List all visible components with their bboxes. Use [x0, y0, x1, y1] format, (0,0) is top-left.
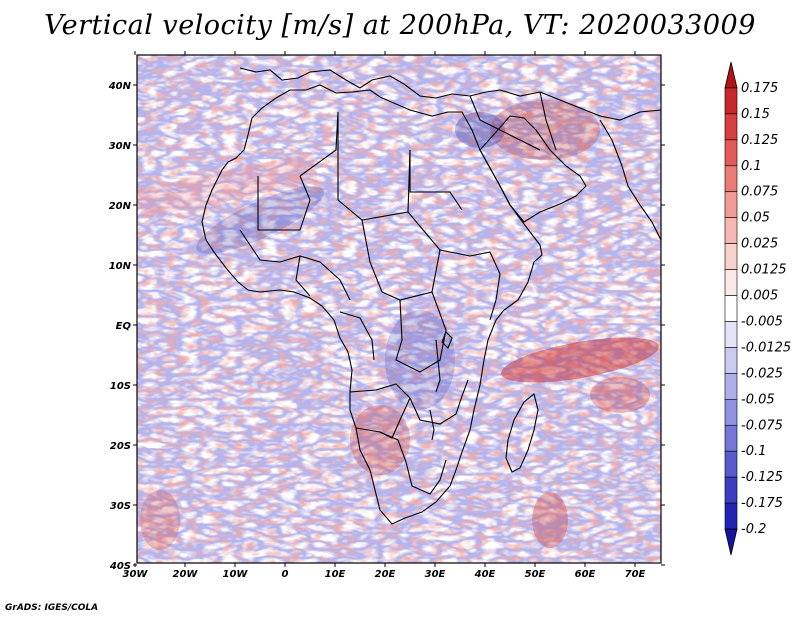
- map-title: Vertical velocity [m/s] at 200hPa, VT: 2…: [44, 10, 756, 41]
- lat-label: 10N: [109, 261, 132, 272]
- lon-label: 50E: [525, 569, 546, 580]
- colorbar-label: -0.025: [741, 366, 783, 381]
- colorbar-swatch: [724, 424, 738, 452]
- map-axes: 30W 20W 10W 0 10E 20E 30E 40E 50E 60E 70E 40N 30N 20N…: [108, 51, 665, 580]
- lat-label: 40N: [108, 81, 132, 92]
- lon-label: 0: [282, 569, 289, 580]
- colorbar-swatch: [724, 399, 738, 426]
- grads-credit: GrADS: IGES/COLA: [5, 603, 99, 613]
- plot-frame: [136, 54, 662, 564]
- coastline-borders: [201, 67, 661, 525]
- lat-label: 30N: [109, 141, 132, 152]
- colorbar-swatch: [724, 217, 738, 244]
- colorbar-swatch: [724, 476, 738, 504]
- velocity-field: [137, 55, 661, 563]
- colorbar-swatch: [724, 321, 738, 348]
- colorbar-label: -0.175: [741, 496, 783, 511]
- colorbar-label: -0.2: [741, 522, 766, 537]
- colorbar-label: 0.075: [741, 185, 778, 200]
- colorbar-swatch: [724, 87, 738, 115]
- lon-label: 10E: [325, 569, 346, 580]
- lat-label: 40S: [109, 561, 131, 572]
- lat-label: 10S: [110, 381, 131, 392]
- colorbar-swatch: [724, 295, 738, 322]
- lat-label: 30S: [110, 501, 131, 512]
- colorbar-label: -0.1: [741, 444, 766, 459]
- colorbar: 0.175 0.15 0.125 0.1 0.075 0.05 0.025 0.0125 0.0…: [724, 61, 791, 556]
- lon-label: 20W: [173, 569, 199, 580]
- colorbar-swatch: [724, 191, 738, 218]
- colorbar-swatch: [724, 113, 738, 141]
- lon-label: 40E: [474, 569, 496, 580]
- colorbar-label: 0.05: [741, 211, 770, 226]
- lon-label: 30E: [425, 569, 446, 580]
- colorbar-label: -0.075: [741, 418, 783, 433]
- colorbar-swatch: [724, 269, 738, 296]
- colorbar-swatch: [724, 139, 738, 167]
- colorbar-label: -0.005: [741, 314, 783, 329]
- lon-label: 30W: [123, 569, 149, 580]
- lon-label: 10W: [223, 569, 249, 580]
- lat-label: 20S: [110, 441, 131, 452]
- colorbar-label: 0.025: [741, 237, 778, 252]
- colorbar-swatch: [724, 165, 738, 193]
- colorbar-swatch: [724, 373, 738, 400]
- colorbar-label: 0.1: [741, 159, 762, 174]
- colorbar-bottom-arrow: [724, 528, 738, 556]
- colorbar-top-arrow: [724, 61, 738, 89]
- colorbar-swatch: [724, 243, 738, 270]
- colorbar-swatch: [724, 347, 738, 374]
- lon-label: 20E: [375, 569, 396, 580]
- colorbar-label: -0.125: [741, 470, 783, 485]
- colorbar-swatch: [724, 502, 738, 530]
- lat-label: 20N: [109, 201, 132, 212]
- lon-label: 60E: [575, 569, 596, 580]
- lon-label: 70E: [625, 569, 646, 580]
- lat-label: EQ: [116, 321, 132, 332]
- colorbar-label: -0.05: [741, 392, 775, 407]
- colorbar-label: 0.175: [741, 81, 778, 96]
- colorbar-label: 0.0125: [741, 263, 787, 278]
- colorbar-label: -0.0125: [741, 340, 791, 355]
- colorbar-label: 0.15: [741, 107, 770, 122]
- colorbar-swatch: [724, 450, 738, 478]
- colorbar-label: 0.125: [741, 133, 778, 148]
- colorbar-label: 0.005: [741, 289, 778, 304]
